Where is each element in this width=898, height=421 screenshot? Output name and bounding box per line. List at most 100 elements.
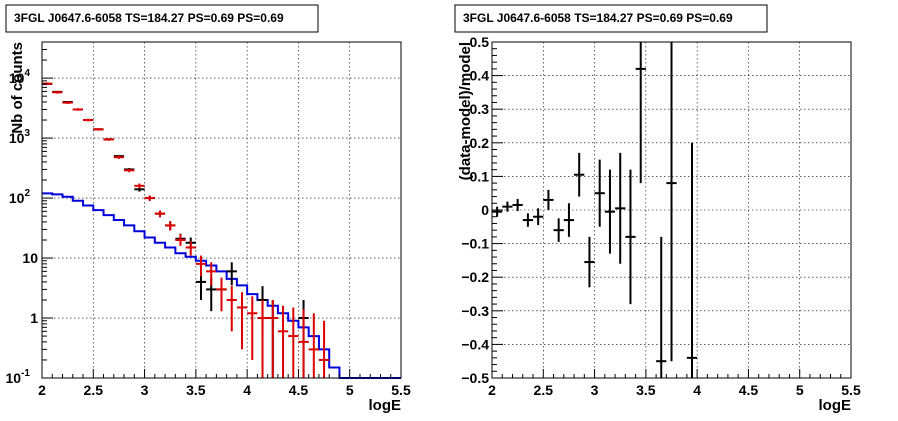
y-tick-label: −0.3: [461, 303, 489, 319]
residual-point: [574, 152, 585, 197]
grid: [42, 42, 401, 378]
x-tick-label: 2: [488, 382, 496, 398]
model-point: [247, 296, 258, 360]
chart-title: 3FGL J0647.6-6058 TS=184.27 PS=0.69 PS=0…: [463, 11, 733, 25]
residual-point: [522, 213, 534, 227]
model-point: [185, 241, 196, 256]
y-axis-label: (data-model)/model: [457, 42, 474, 180]
residual-point: [492, 206, 503, 217]
y-tick-label: −0.2: [461, 269, 489, 285]
model-point: [318, 320, 330, 378]
residual-point: [604, 169, 616, 254]
background-step-line: [42, 192, 401, 379]
residual-point: [502, 201, 513, 212]
model-point: [267, 299, 278, 378]
model-point: [288, 307, 299, 378]
y-tick-label: 10: [22, 250, 38, 266]
y-tick-exponent: 4: [24, 68, 30, 79]
x-tick-label: 4.5: [289, 382, 309, 398]
x-tick-label: 5: [346, 382, 354, 398]
y-tick-label: 0.2: [470, 135, 490, 151]
x-tick-label: 2: [38, 382, 46, 398]
y-tick-label: 104: [9, 68, 31, 86]
model-point: [236, 292, 248, 350]
y-tick-label: −0.1: [461, 236, 489, 252]
model-point: [103, 138, 114, 141]
residual-point: [686, 142, 698, 378]
x-axis-label: logE: [369, 397, 402, 414]
model-point: [154, 210, 166, 218]
model-point: [226, 286, 237, 332]
residual-point: [512, 198, 523, 212]
y-tick-base: 10: [9, 130, 25, 146]
model-point: [144, 195, 155, 201]
model-point: [298, 309, 309, 378]
chart-title: 3FGL J0647.6-6058 TS=184.27 PS=0.69 PS=0…: [14, 11, 284, 25]
axis-ticks: 2 2.5 3 3.5 4 4.5 5 5.5 −0.5 −0.4 −0.3 −0.2 −0.1 0 0.1…: [461, 34, 861, 398]
data-marks: [42, 82, 330, 378]
plot-frame: [41, 41, 402, 379]
y-tick-label: 0.5: [470, 34, 490, 50]
x-tick-label: 3: [141, 382, 149, 398]
model-point: [277, 305, 289, 378]
x-tick-label: 3.5: [186, 382, 206, 398]
y-tick-label: 10-1: [6, 368, 31, 386]
grid: [492, 42, 851, 378]
residual-point: [543, 189, 554, 210]
residual-point: [666, 42, 677, 362]
model-point: [257, 299, 268, 378]
y-tick-exponent: 2: [24, 188, 30, 199]
data-point: [226, 262, 237, 286]
title-box: [454, 4, 768, 33]
y-tick-label: 103: [9, 128, 31, 146]
right-panel-residuals: 3FGL J0647.6-6058 TS=184.27 PS=0.69 PS=0…: [454, 4, 861, 414]
residual-point: [553, 218, 564, 242]
y-tick-exponent: -1: [21, 368, 30, 379]
model-point: [113, 155, 125, 159]
y-tick-label: −0.5: [461, 370, 489, 386]
model-point: [206, 262, 217, 286]
residual-point: [533, 208, 544, 226]
model-point: [308, 313, 319, 378]
residual-point: [625, 169, 636, 305]
x-tick-label: 3: [591, 382, 599, 398]
data-point: [195, 271, 207, 300]
y-tick-base: 10: [9, 190, 25, 206]
y-tick-label: −0.4: [461, 336, 489, 352]
y-tick-label: 0.1: [470, 168, 490, 184]
model-point: [175, 234, 186, 246]
model-point: [216, 277, 227, 312]
model-point: [134, 183, 145, 189]
y-tick-label: 0: [481, 202, 489, 218]
model-point: [195, 255, 207, 277]
x-tick-label: 5.5: [391, 382, 411, 398]
x-tick-label: 5.5: [841, 382, 861, 398]
background-model-histogram: [42, 192, 401, 379]
y-tick-label: 0.4: [470, 68, 490, 84]
title-box: [5, 4, 319, 33]
y-tick-base: 10: [6, 370, 22, 386]
x-tick-label: 5: [796, 382, 804, 398]
residual-point: [594, 159, 605, 227]
model-point: [72, 108, 84, 111]
y-tick-label: 102: [9, 188, 31, 206]
y-tick-label: 0.3: [470, 101, 490, 117]
y-tick-label: 1: [30, 310, 38, 326]
model-point: [93, 128, 104, 131]
residual-point: [563, 203, 575, 237]
model-point: [52, 90, 63, 94]
x-tick-label: 2.5: [534, 382, 554, 398]
residual-points: [492, 42, 698, 378]
residual-point: [584, 236, 595, 288]
y-axis-label: Nb of counts: [9, 42, 26, 134]
y-tick-exponent: 3: [24, 128, 30, 139]
residual-point: [656, 236, 667, 378]
x-tick-label: 3.5: [636, 382, 656, 398]
model-point: [62, 101, 73, 105]
x-tick-label: 2.5: [84, 382, 104, 398]
model-point: [124, 168, 135, 173]
residual-point: [635, 42, 646, 184]
model-point: [165, 221, 176, 231]
